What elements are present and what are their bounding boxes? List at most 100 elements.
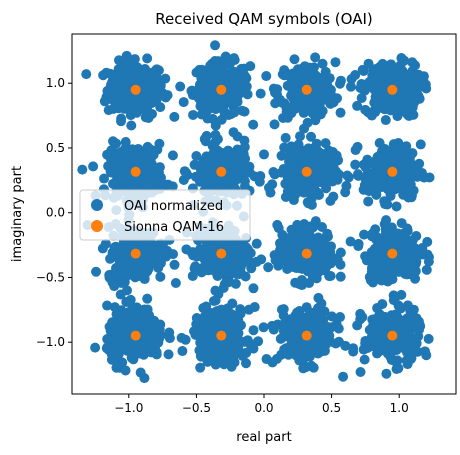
oai-point <box>105 273 115 283</box>
oai-point <box>405 162 415 172</box>
oai-point <box>186 86 196 96</box>
oai-point <box>209 296 219 306</box>
oai-point <box>130 54 140 64</box>
oai-point <box>381 369 391 379</box>
oai-point <box>404 246 414 256</box>
oai-point <box>387 355 397 365</box>
oai-point <box>396 304 406 314</box>
oai-point <box>363 196 373 206</box>
oai-point <box>102 95 112 105</box>
oai-point <box>312 306 322 316</box>
oai-point <box>129 74 139 84</box>
x-tick-label: −0.5 <box>182 401 211 415</box>
oai-point <box>368 277 378 287</box>
oai-point <box>90 343 100 353</box>
oai-point <box>131 259 141 269</box>
oai-point <box>266 188 276 198</box>
oai-point <box>212 355 222 365</box>
oai-point <box>105 69 115 79</box>
oai-point <box>359 160 369 170</box>
oai-point <box>391 106 401 116</box>
oai-point <box>229 127 239 137</box>
oai-point <box>290 332 300 342</box>
sionna-point <box>216 85 226 95</box>
oai-point <box>420 346 430 356</box>
sionna-point <box>216 249 226 259</box>
oai-point <box>281 133 291 143</box>
oai-point <box>278 332 288 342</box>
oai-point <box>142 155 152 165</box>
sionna-point <box>216 167 226 177</box>
oai-point <box>302 178 312 188</box>
y-tick-label: 0.0 <box>46 206 65 220</box>
oai-point <box>197 267 207 277</box>
oai-point <box>325 196 335 206</box>
oai-point <box>394 70 404 80</box>
oai-point <box>206 329 216 339</box>
oai-point <box>308 272 318 282</box>
oai-point <box>227 299 237 309</box>
oai-point <box>301 314 311 324</box>
oai-point <box>372 186 382 196</box>
oai-point <box>148 173 158 183</box>
sionna-point <box>387 331 397 341</box>
oai-point <box>269 325 279 335</box>
oai-point <box>142 294 152 304</box>
oai-point <box>199 252 209 262</box>
oai-point <box>119 177 129 187</box>
oai-point <box>317 330 327 340</box>
oai-point <box>340 187 350 197</box>
oai-point <box>307 200 317 210</box>
oai-point <box>376 312 386 322</box>
oai-point <box>142 96 152 106</box>
oai-point <box>267 357 277 367</box>
oai-point <box>275 238 285 248</box>
legend-marker-sionna <box>91 220 103 232</box>
oai-point <box>283 173 293 183</box>
oai-point <box>406 354 416 364</box>
oai-point <box>297 275 307 285</box>
oai-point <box>221 52 231 62</box>
oai-point <box>338 372 348 382</box>
y-tick-label: 0.5 <box>46 141 65 155</box>
legend-label-sionna: Sionna QAM-16 <box>124 220 224 235</box>
oai-point <box>263 262 273 272</box>
oai-point <box>366 230 376 240</box>
sionna-point <box>216 331 226 341</box>
oai-point <box>230 75 240 85</box>
oai-point <box>335 79 345 89</box>
oai-point <box>117 273 127 283</box>
oai-point <box>413 331 423 341</box>
oai-point <box>333 255 343 265</box>
oai-point <box>424 257 434 267</box>
x-tick-label: 0.0 <box>254 401 273 415</box>
oai-point <box>381 215 391 225</box>
oai-point <box>117 83 127 93</box>
oai-point <box>259 322 269 332</box>
sionna-point <box>387 167 397 177</box>
oai-point <box>294 306 304 316</box>
oai-point <box>279 344 289 354</box>
oai-point <box>310 52 320 62</box>
oai-point <box>370 249 380 259</box>
oai-point <box>321 138 331 148</box>
sionna-point <box>302 85 312 95</box>
oai-point <box>144 310 154 320</box>
y-axis-label: imaginary part <box>10 166 25 262</box>
oai-point <box>308 256 318 266</box>
oai-point <box>422 237 432 247</box>
oai-point <box>357 312 367 322</box>
oai-point <box>208 177 218 187</box>
oai-point <box>136 368 146 378</box>
oai-point <box>227 66 237 76</box>
x-tick-label: 0.5 <box>322 401 341 415</box>
oai-point <box>227 362 237 372</box>
oai-point <box>203 357 213 367</box>
oai-point <box>277 305 287 315</box>
oai-point <box>356 367 366 377</box>
oai-point <box>353 169 363 179</box>
oai-point <box>155 272 165 282</box>
oai-point <box>99 174 109 184</box>
sionna-point <box>131 249 141 259</box>
